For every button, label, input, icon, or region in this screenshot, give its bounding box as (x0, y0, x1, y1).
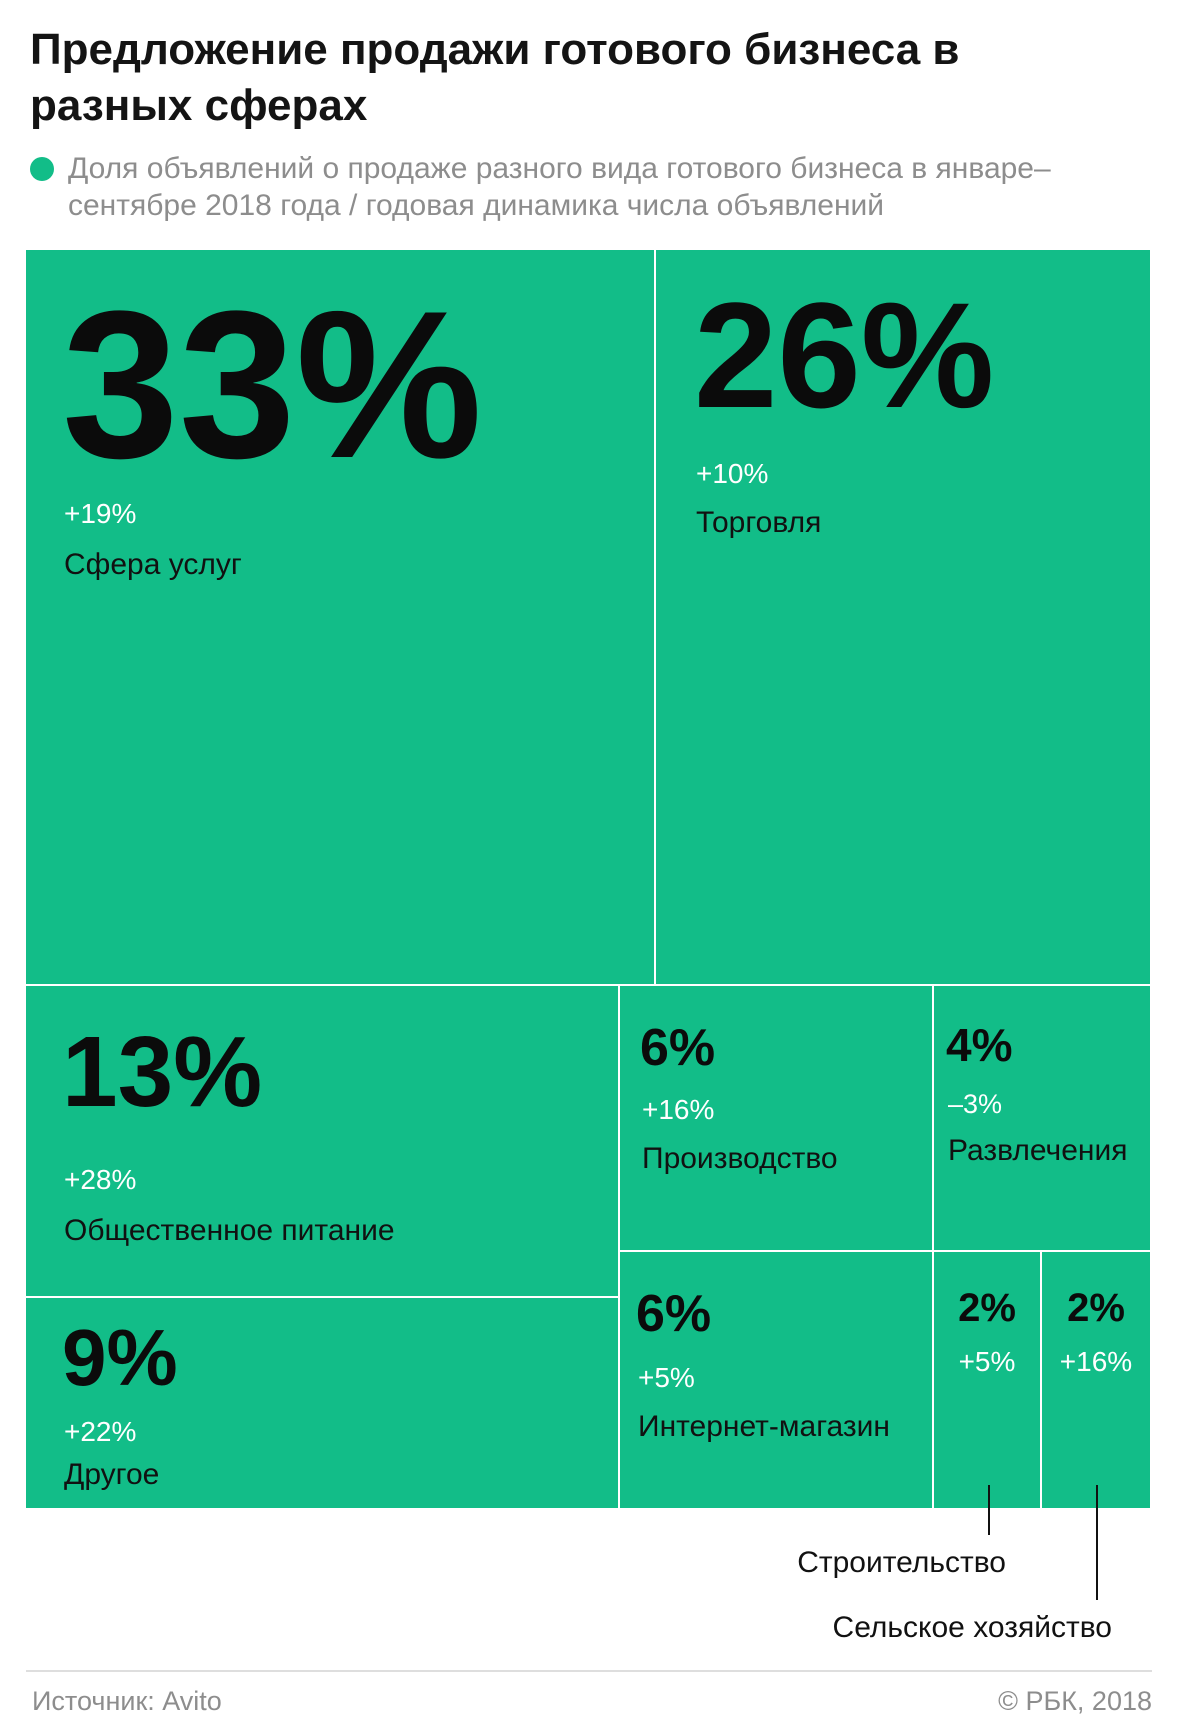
category-label: Строительство (797, 1546, 1006, 1579)
legend-dot (30, 157, 54, 181)
share-value: 13% (62, 1016, 263, 1128)
change-value: +16% (642, 1094, 715, 1125)
change-value: +10% (696, 458, 769, 489)
share-value: 26% (694, 271, 995, 439)
share-value: 2% (958, 1286, 1016, 1330)
treemap-cell: 6% +5% Интернет-магазин (620, 1252, 934, 1510)
change-value: +5% (638, 1362, 695, 1393)
source-note: Источник: Avito (32, 1686, 222, 1716)
treemap-cell: 9% +22% Другое (26, 1298, 620, 1510)
change-value: +28% (64, 1164, 137, 1195)
change-value: +5% (958, 1346, 1016, 1377)
change-value: +16% (1059, 1346, 1133, 1377)
category-label: Торговля (696, 506, 822, 539)
treemap-cell: 33% +19% Сфера услуг (26, 250, 656, 986)
chart-subtitle: Доля объявлений о продаже разного вида г… (68, 152, 1051, 222)
category-label: Общественное питание (64, 1214, 395, 1247)
category-label: Интернет-магазин (638, 1410, 890, 1443)
treemap-cell: 2% +5% (934, 1252, 1042, 1510)
change-value: +19% (64, 498, 137, 529)
treemap-cell: 26% +10% Торговля (656, 250, 1152, 986)
treemap-cell: 2% +16% (1042, 1252, 1152, 1510)
callout-line (1096, 1485, 1098, 1600)
callout-line (988, 1485, 990, 1535)
treemap-cell: 4% –3% Развлечения (934, 986, 1152, 1252)
change-value: –3% (948, 1089, 1003, 1119)
share-value: 4% (946, 1019, 1013, 1071)
share-value: 6% (640, 1019, 716, 1077)
change-value: +22% (64, 1416, 137, 1447)
footer-divider (26, 1670, 1152, 1672)
share-value: 2% (1067, 1286, 1125, 1330)
category-label: Развлечения (948, 1134, 1128, 1167)
share-value: 9% (62, 1313, 178, 1402)
category-label: Сфера услуг (64, 548, 242, 581)
chart-title: Предложение продажи готового бизнеса в р… (30, 25, 960, 130)
treemap-cell: 6% +16% Производство (620, 986, 934, 1252)
category-label: Другое (64, 1458, 160, 1491)
category-label: Производство (642, 1142, 838, 1175)
treemap-cell: 13% +28% Общественное питание (26, 986, 620, 1298)
treemap: 33% +19% Сфера услуг 26% +10% Торговля 13% +28%… (26, 250, 1152, 1510)
share-value: 6% (636, 1285, 712, 1343)
category-label: Сельское хозяйство (832, 1611, 1112, 1644)
share-value: 33% (62, 267, 483, 502)
copyright: © РБК, 2018 (998, 1686, 1152, 1716)
